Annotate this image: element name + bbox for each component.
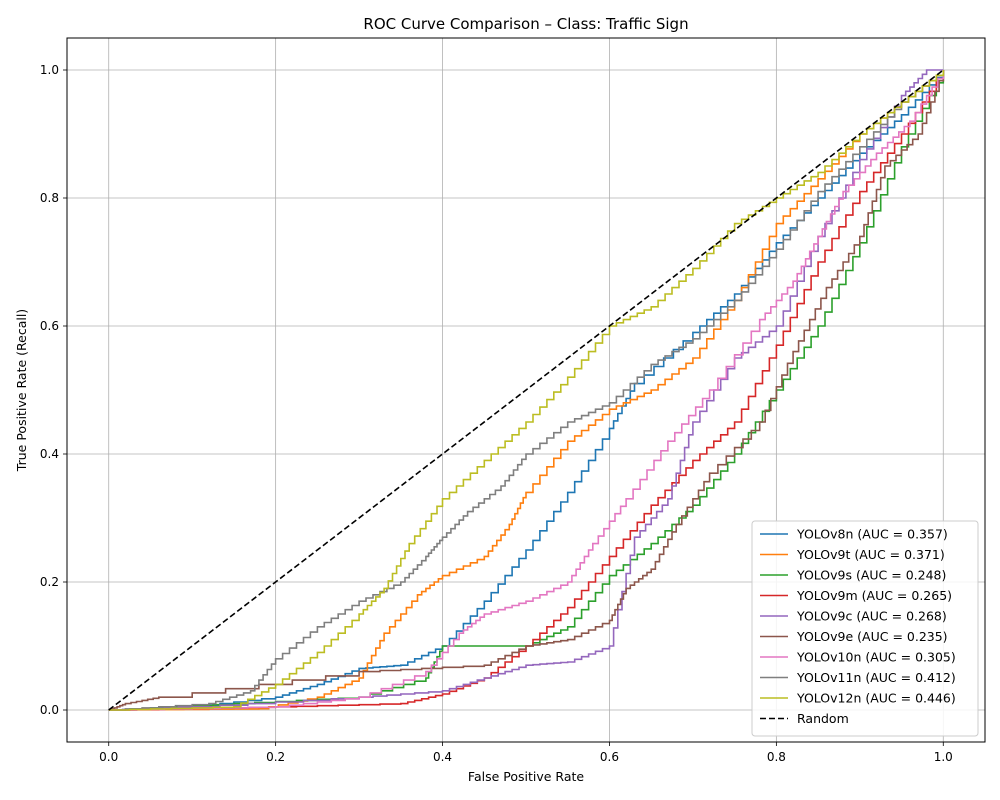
legend-box [751, 520, 979, 737]
series-line-1 [108, 70, 945, 711]
y-tick-label: 0.8 [40, 191, 59, 205]
x-tick-label: 0.6 [600, 750, 619, 764]
legend-label-2: YOLOv9s (AUC = 0.248) [796, 568, 946, 583]
series-line-2 [108, 70, 945, 711]
y-tick-label: 0.4 [40, 447, 59, 461]
series-line-6 [108, 70, 945, 711]
x-tick-label: 1.0 [934, 750, 953, 764]
y-tick-label: 1.0 [40, 63, 59, 77]
series-line-8 [108, 70, 945, 711]
legend: YOLOv8n (AUC = 0.357) YOLOv9t (AUC = 0.37… [751, 520, 979, 737]
x-tick-label: 0.8 [767, 750, 786, 764]
y-tick-label: 0.0 [40, 703, 59, 717]
legend-label-8: YOLOv12n (AUC = 0.446) [796, 691, 956, 706]
series-line-7 [108, 70, 945, 711]
series-line-9 [108, 69, 944, 711]
legend-label-9: Random [797, 711, 849, 726]
legend-label-3: YOLOv9m (AUC = 0.265) [796, 588, 952, 603]
series-lines [108, 69, 945, 711]
series-line-5 [108, 70, 945, 711]
plot-frame [66, 37, 986, 743]
y-tick-label: 0.6 [40, 319, 59, 333]
legend-label-1: YOLOv9t (AUC = 0.371) [796, 547, 945, 562]
y-tick-label: 0.2 [40, 575, 59, 589]
x-tick-label: 0.2 [266, 750, 285, 764]
y-axis-label: True Positive Rate (Recall) [14, 309, 29, 472]
legend-label-4: YOLOv9c (AUC = 0.268) [796, 609, 947, 624]
chart-title: ROC Curve Comparison – Class: Traffic Si… [363, 15, 688, 33]
legend-label-7: YOLOv11n (AUC = 0.412) [796, 670, 956, 685]
legend-label-0: YOLOv8n (AUC = 0.357) [796, 527, 948, 542]
legend-label-6: YOLOv10n (AUC = 0.305) [796, 650, 956, 665]
axis-ticks: 0.0 0.2 0.4 0.6 0.8 1.0 0.0 0.2 0.4 0.6 0.8 1.0 [40, 63, 953, 764]
series-line-3 [108, 70, 945, 711]
x-tick-label: 0.4 [433, 750, 452, 764]
x-tick-label: 0.0 [99, 750, 118, 764]
legend-label-5: YOLOv9e (AUC = 0.235) [796, 629, 948, 644]
x-axis-label: False Positive Rate [468, 769, 584, 784]
